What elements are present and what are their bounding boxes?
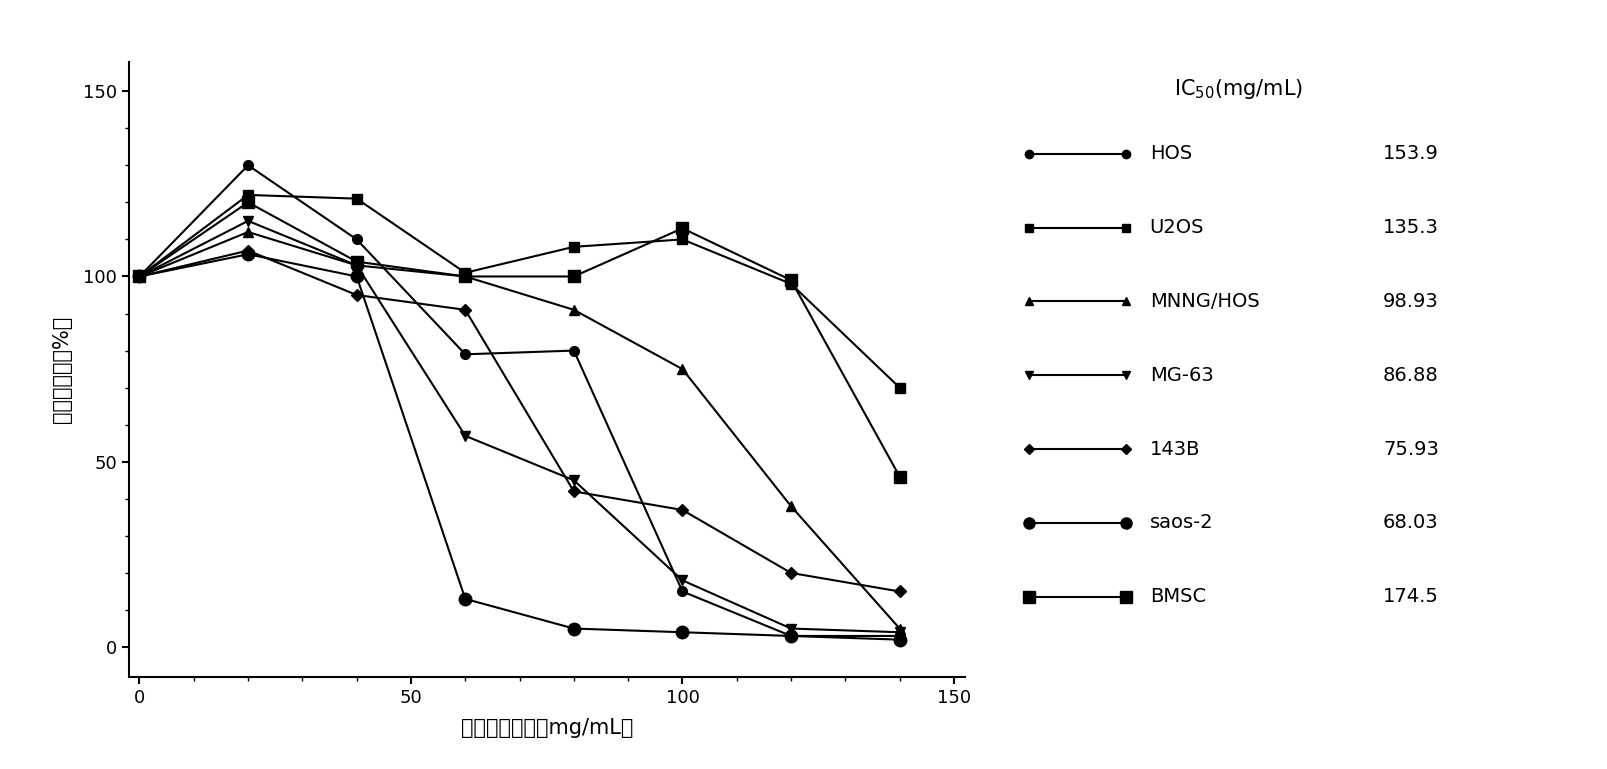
Text: 153.9: 153.9 — [1382, 145, 1438, 163]
Text: saos-2: saos-2 — [1149, 514, 1213, 532]
Y-axis label: 细胞存活率（%）: 细胞存活率（%） — [51, 315, 72, 423]
Text: 86.88: 86.88 — [1382, 366, 1438, 384]
Text: HOS: HOS — [1149, 145, 1191, 163]
Text: 135.3: 135.3 — [1382, 218, 1438, 237]
Text: BMSC: BMSC — [1149, 588, 1205, 606]
Text: MG-63: MG-63 — [1149, 366, 1213, 384]
Text: MNNG/HOS: MNNG/HOS — [1149, 292, 1258, 311]
Text: 98.93: 98.93 — [1382, 292, 1438, 311]
Text: 143B: 143B — [1149, 440, 1199, 458]
Text: IC$_{50}$(mg/mL): IC$_{50}$(mg/mL) — [1173, 77, 1302, 101]
Text: 75.93: 75.93 — [1382, 440, 1438, 458]
Text: U2OS: U2OS — [1149, 218, 1204, 237]
Text: 68.03: 68.03 — [1382, 514, 1438, 532]
Text: 174.5: 174.5 — [1382, 588, 1438, 606]
X-axis label: 通关藤提取液（mg/mL）: 通关藤提取液（mg/mL） — [460, 717, 633, 737]
